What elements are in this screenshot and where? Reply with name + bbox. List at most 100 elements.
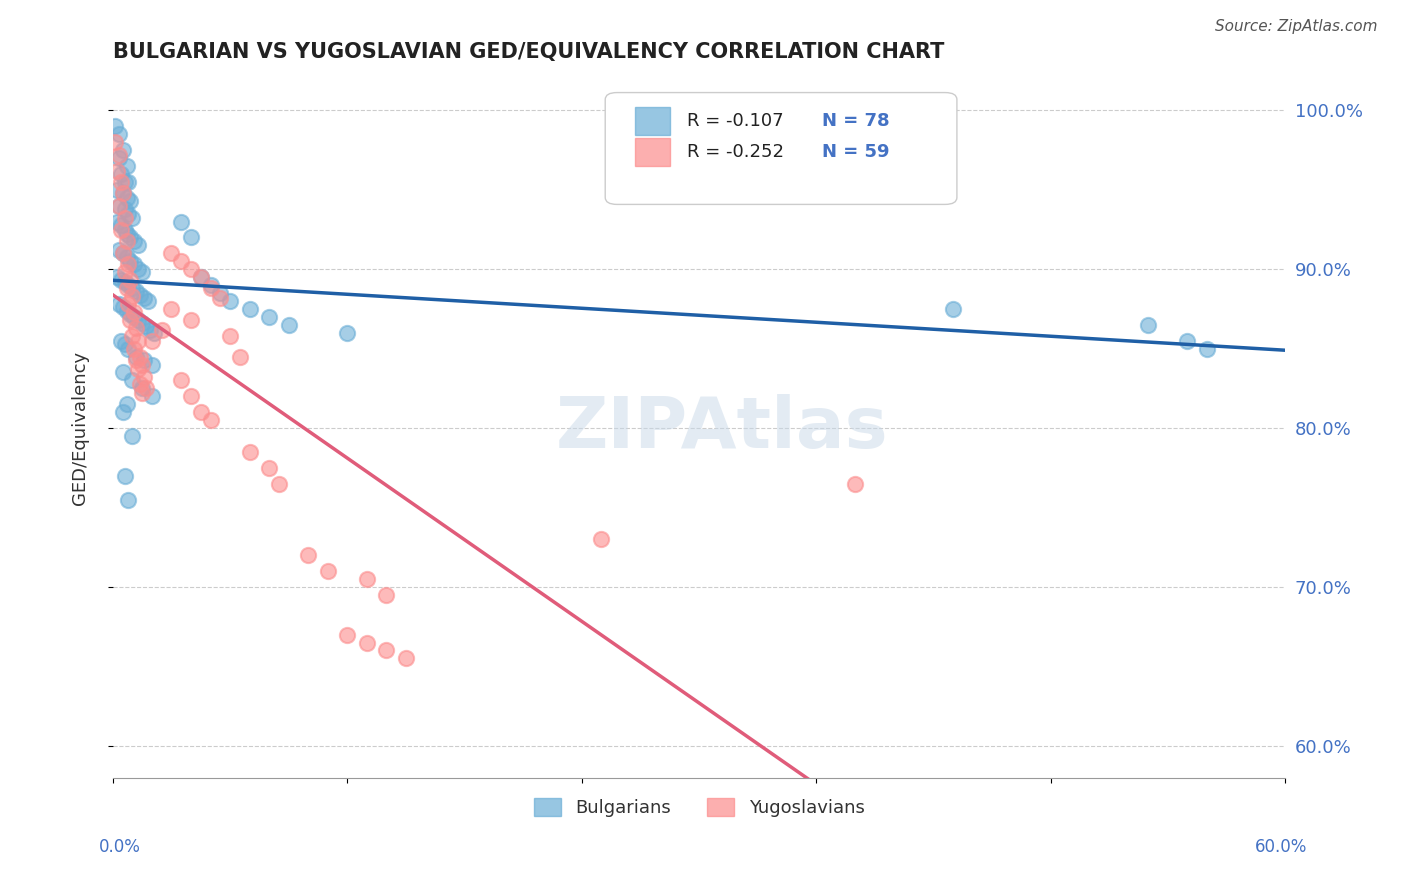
Point [114,337,136,351]
Point [125,352,148,367]
Point [121,373,143,387]
Point [135,319,157,334]
Point [219,293,242,308]
Text: N = 78: N = 78 [823,112,890,129]
Point [114,175,136,189]
Point [127,334,149,348]
Point [127,362,149,376]
Point [111,186,134,200]
Point [132,291,155,305]
Point [375,588,398,602]
Point [117,257,139,271]
Point [120,254,142,268]
Point [591,533,613,547]
Point [136,293,159,308]
Point [105,214,128,228]
Point [110,175,132,189]
Point [120,273,142,287]
Point [114,468,136,483]
Point [115,397,138,411]
Point [121,329,143,343]
Point [356,635,378,649]
Y-axis label: GED/Equivalency: GED/Equivalency [72,351,89,505]
Point [117,492,139,507]
Point [190,270,212,285]
Point [127,238,149,252]
Point [121,281,143,295]
Point [257,310,280,324]
Point [105,183,128,197]
Point [121,289,143,303]
Point [127,313,149,327]
Point [115,191,138,205]
Point [107,151,129,165]
Point [111,246,134,260]
Text: N = 59: N = 59 [823,143,890,161]
Point [160,246,183,260]
Point [120,307,142,321]
Point [115,281,138,295]
Point [114,222,136,236]
Point [160,301,183,316]
Point [124,342,146,356]
Point [107,148,129,162]
Point [141,389,163,403]
Point [115,303,138,318]
Point [114,275,136,289]
Point [115,159,138,173]
Point [132,370,155,384]
Point [209,291,232,305]
Point [219,329,242,343]
Point [129,287,152,301]
Point [111,186,134,200]
Point [110,273,132,287]
Point [121,429,143,443]
Point [129,350,152,364]
Point [131,265,153,279]
Text: 0.0%: 0.0% [98,838,141,855]
Point [180,313,202,327]
Point [125,321,148,335]
Point [127,262,149,277]
Point [107,199,129,213]
Point [1137,318,1160,332]
Point [111,366,134,380]
Point [114,265,136,279]
Point [135,381,157,395]
Point [110,222,132,236]
Point [124,310,146,324]
Point [111,301,134,315]
Point [121,211,143,226]
Point [190,405,212,419]
Legend: Bulgarians, Yugoslavians: Bulgarians, Yugoslavians [526,790,872,824]
Point [114,202,136,216]
Point [180,262,202,277]
Point [297,548,319,562]
Point [942,301,965,316]
Point [141,334,163,348]
Point [257,460,280,475]
Point [117,175,139,189]
Point [336,627,359,641]
Point [129,376,152,391]
Point [117,342,139,356]
Point [107,127,129,141]
Point [336,326,359,340]
Point [170,373,193,387]
Point [844,476,866,491]
Point [107,243,129,257]
Point [395,651,418,665]
Point [1177,334,1199,348]
Point [120,230,142,244]
Point [110,167,132,181]
Point [180,230,202,244]
Point [131,381,153,395]
Point [356,572,378,586]
Point [107,297,129,311]
Point [132,352,155,367]
Point [125,285,148,299]
Point [111,405,134,419]
Point [117,278,139,293]
Point [375,643,398,657]
Point [200,281,222,295]
